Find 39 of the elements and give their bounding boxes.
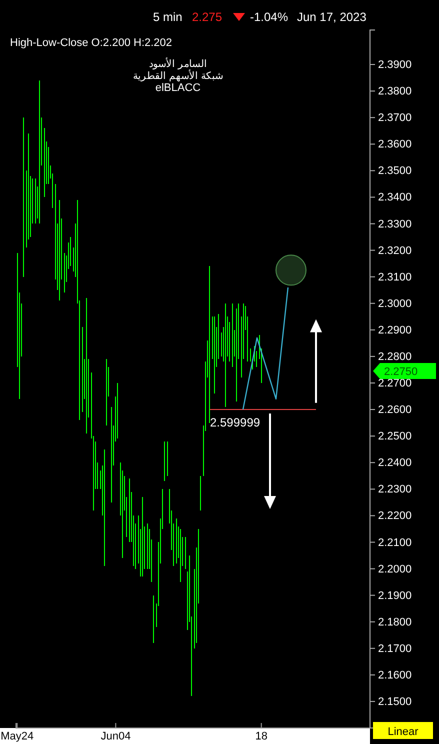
text: High-Low-Close O:2.200 H:2.202	[10, 37, 172, 49]
x-tick-label: Jun04	[100, 730, 131, 742]
y-tick-label: 2.3500	[378, 165, 412, 178]
y-tick-label: 2.1500	[378, 696, 412, 708]
y-tick-label: 2.3300	[378, 218, 412, 230]
y-tick-label: 2.2000	[378, 563, 412, 576]
x-tick-label: May24	[0, 730, 34, 742]
annotation: elBLACC	[155, 82, 201, 94]
y-tick-label: 2.1600	[378, 669, 412, 682]
y-tick-label: 2.2400	[378, 457, 412, 470]
y-tick-label: 2.2600	[378, 404, 412, 416]
y-tick-label: 2.3000	[378, 298, 412, 310]
y-tick-label: 2.3600	[378, 138, 412, 151]
text: -1.04%	[250, 10, 288, 24]
text: 2.2750	[384, 366, 418, 378]
y-tick-label: 2.1700	[378, 642, 412, 655]
y-tick-label: 2.3400	[378, 192, 412, 204]
y-tick-label: 2.2700	[378, 378, 412, 390]
x-tick-label: 18	[255, 730, 268, 742]
y-tick-label: 2.3800	[378, 86, 412, 98]
y-tick-label: 2.2500	[378, 430, 412, 443]
annotation: شبكة الأسهم القطرية	[133, 70, 223, 82]
y-tick-label: 2.3900	[378, 59, 412, 72]
y-tick-label: 2.2800	[378, 350, 412, 363]
y-tick-label: 2.2100	[378, 536, 412, 549]
annotation: السامر الأسود	[149, 58, 207, 70]
y-tick-label: 2.3100	[378, 271, 412, 284]
annotation: 2.599999	[210, 416, 260, 430]
y-tick-label: 2.1800	[378, 616, 412, 628]
y-tick-label: 2.2200	[378, 510, 412, 522]
text: Jun 17, 2023	[297, 10, 367, 24]
y-tick-label: 2.1900	[378, 590, 412, 602]
y-tick-label: 2.3700	[378, 112, 412, 124]
y-tick-label: 2.2300	[378, 484, 412, 496]
text: 2.275	[192, 10, 222, 24]
y-tick-label: 2.2900	[378, 324, 412, 336]
linear-button: Linear	[373, 722, 433, 739]
text: 5 min	[153, 10, 182, 24]
y-tick-label: 2.3200	[378, 244, 412, 257]
